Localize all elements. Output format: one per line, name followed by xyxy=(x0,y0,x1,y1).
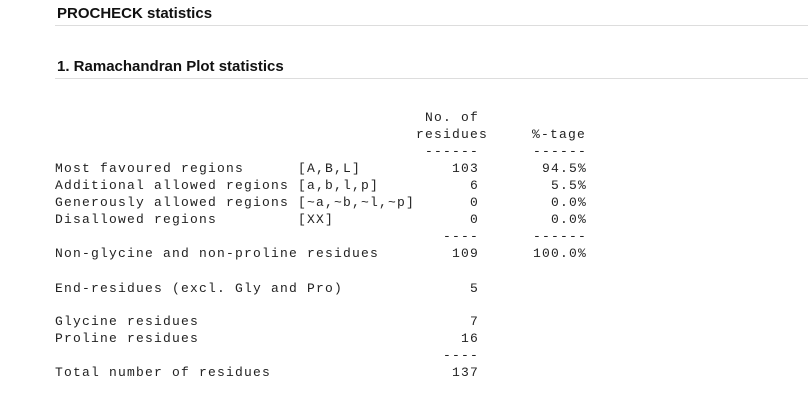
section-title: 1. Ramachandran Plot statistics xyxy=(57,58,284,75)
row-label: Most favoured regions xyxy=(55,161,245,176)
count: 109 xyxy=(451,246,479,261)
percent: 100.0% xyxy=(532,246,587,261)
column-header: residues xyxy=(416,127,489,142)
title-rule xyxy=(55,25,808,26)
row-label: End-residues (excl. Gly and Pro) xyxy=(55,281,344,296)
count: 103 xyxy=(451,161,479,176)
page-title: PROCHECK statistics xyxy=(57,5,213,22)
row-label: Additional allowed regions xyxy=(55,178,290,193)
count: 0 xyxy=(469,195,479,210)
row-label: Total number of residues xyxy=(55,365,272,380)
separator: ------ xyxy=(532,229,587,244)
row-label: Glycine residues xyxy=(55,314,200,329)
separator: ---- xyxy=(442,348,479,363)
count: 137 xyxy=(451,365,479,380)
count: 16 xyxy=(460,331,479,346)
count: 5 xyxy=(469,281,479,296)
percent: 5.5% xyxy=(550,178,587,193)
row-label: Proline residues xyxy=(55,331,200,346)
separator: ---- xyxy=(442,229,479,244)
row-label: Non-glycine and non-proline residues xyxy=(55,246,380,261)
row-label: Generously allowed regions xyxy=(55,195,290,210)
column-header: No. of xyxy=(425,110,480,125)
region-code: [a,b,l,p] xyxy=(298,178,380,193)
separator: ------ xyxy=(532,144,587,159)
count: 0 xyxy=(469,212,479,227)
region-code: [XX] xyxy=(298,212,335,227)
region-code: [A,B,L] xyxy=(298,161,362,176)
separator: ------ xyxy=(424,144,479,159)
percent: 0.0% xyxy=(550,212,587,227)
column-header: %-tage xyxy=(532,127,587,142)
percent: 0.0% xyxy=(550,195,587,210)
row-label: Disallowed regions xyxy=(55,212,218,227)
region-code: [~a,~b,~l,~p] xyxy=(298,195,416,210)
count: 7 xyxy=(469,314,479,329)
percent: 94.5% xyxy=(541,161,587,176)
count: 6 xyxy=(469,178,479,193)
section-rule xyxy=(55,78,808,79)
